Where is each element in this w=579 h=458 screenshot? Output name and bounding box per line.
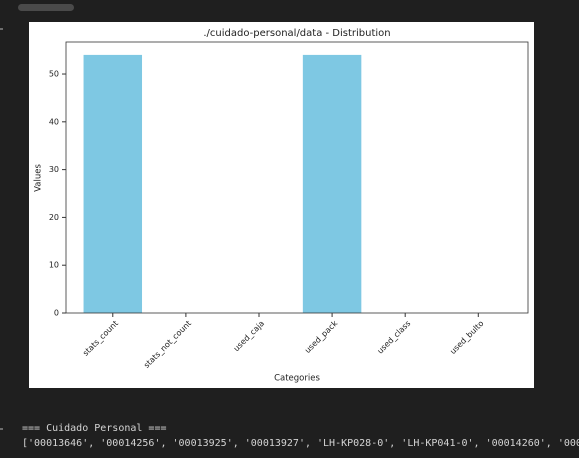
output-list: ['00013646', '00014256', '00013925', '00… — [22, 438, 579, 449]
y-tick-label: 10 — [49, 261, 59, 270]
bar — [302, 54, 362, 314]
y-tick-label: 50 — [49, 70, 59, 79]
scrollbar[interactable] — [18, 4, 74, 11]
y-tick-label: 30 — [49, 165, 59, 174]
y-tick-label: 40 — [49, 117, 59, 126]
output-header: === Cuidado Personal === — [22, 423, 167, 434]
y-tick-label: 0 — [54, 309, 59, 318]
bar — [83, 54, 143, 314]
y-tick-label: 20 — [49, 213, 59, 222]
chart-title: ./cuidado-personal/data - Distribution — [203, 28, 390, 39]
x-axis-label: Categories — [274, 374, 320, 384]
plot-frame — [65, 41, 529, 314]
y-axis-label: Values — [34, 164, 44, 192]
